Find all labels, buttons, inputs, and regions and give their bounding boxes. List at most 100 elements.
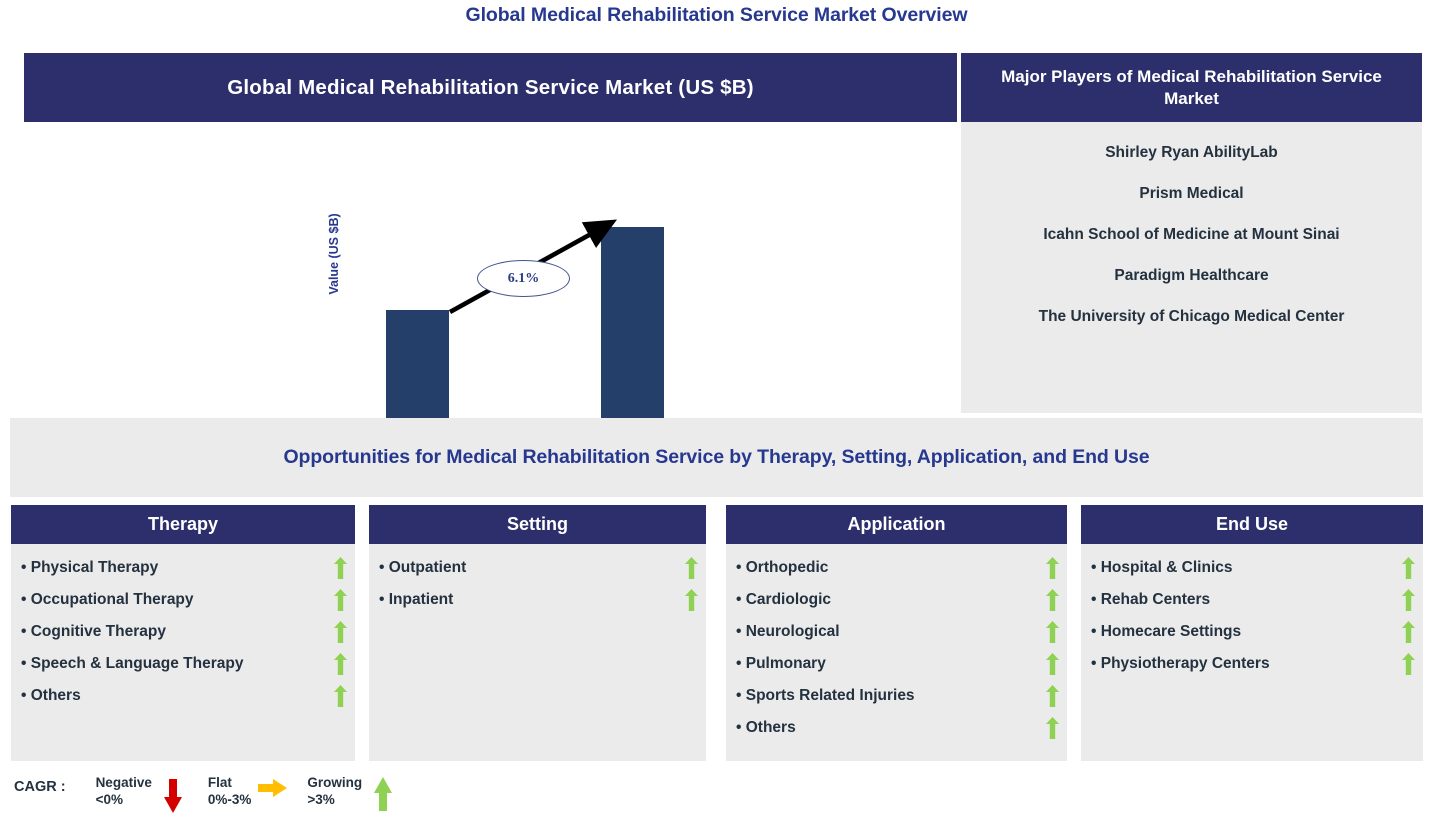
chart-y-axis-label: Value (US $B) — [327, 213, 341, 295]
arrow-up-green-icon — [1402, 589, 1415, 611]
list-item-label: Cognitive Therapy — [21, 623, 166, 641]
arrow-right-yellow-icon — [258, 779, 288, 797]
list-item-label: Cardiologic — [736, 591, 831, 609]
legend-name: Flat — [207, 775, 232, 790]
list-item-label: Occupational Therapy — [21, 591, 194, 609]
arrow-up-green-icon — [1046, 717, 1059, 739]
list-item-label: Outpatient — [379, 559, 467, 577]
category-title: Therapy — [147, 514, 219, 534]
list-item: Physical Therapy — [21, 552, 347, 584]
category-header-end-use: End Use — [1081, 505, 1423, 544]
list-item: Homecare Settings — [1091, 616, 1415, 648]
bar-2025 — [386, 310, 449, 435]
opportunities-banner-title: Opportunities for Medical Rehabilitation… — [283, 446, 1150, 468]
category-list-setting: Outpatient Inpatient — [369, 544, 706, 616]
cagr-legend-label: CAGR : — [14, 779, 66, 795]
major-players-list: Shirley Ryan AbilityLab Prism Medical Ic… — [961, 122, 1422, 413]
list-item-label: Others — [21, 687, 81, 705]
major-players-header: Major Players of Medical Rehabilitation … — [961, 53, 1422, 122]
legend-item-flat: Flat 0%-3% — [208, 775, 294, 815]
arrow-up-green-icon — [334, 621, 347, 643]
list-item: Occupational Therapy — [21, 584, 347, 616]
list-item: Inpatient — [379, 584, 698, 616]
legend-range: 0%-3% — [207, 791, 252, 807]
arrow-up-green-icon — [334, 557, 347, 579]
list-item-label: Others — [736, 719, 796, 737]
list-item-label: Inpatient — [379, 591, 454, 609]
list-item: Outpatient — [379, 552, 698, 584]
arrow-up-green-icon — [685, 557, 698, 579]
major-players-panel: Major Players of Medical Rehabilitation … — [961, 53, 1422, 413]
list-item-label: Pulmonary — [736, 655, 826, 673]
category-list-end-use: Hospital & Clinics Rehab Centers Homecar… — [1081, 544, 1423, 680]
list-item-label: Physiotherapy Centers — [1091, 655, 1270, 673]
arrow-up-green-icon — [1046, 557, 1059, 579]
market-chart-panel: Global Medical Rehabilitation Service Ma… — [24, 53, 957, 460]
arrow-up-green-icon — [1402, 621, 1415, 643]
list-item: Prism Medical — [1139, 184, 1244, 202]
arrow-up-green-icon — [334, 685, 347, 707]
arrow-up-green-icon — [1046, 621, 1059, 643]
list-item: Paradigm Healthcare — [1114, 266, 1269, 284]
category-card-therapy: Therapy Physical Therapy Occupational Th… — [11, 505, 355, 761]
list-item-label: Physical Therapy — [21, 559, 159, 577]
legend-item-negative: Negative <0% — [96, 775, 194, 815]
arrow-up-green-icon — [685, 589, 698, 611]
category-header-application: Application — [726, 505, 1067, 544]
list-item: Icahn School of Medicine at Mount Sinai — [1043, 225, 1340, 243]
list-item: Physiotherapy Centers — [1091, 648, 1415, 680]
list-item: Speech & Language Therapy — [21, 648, 347, 680]
legend-range: <0% — [95, 791, 123, 807]
list-item: Rehab Centers — [1091, 584, 1415, 616]
list-item: Orthopedic — [736, 552, 1059, 584]
category-card-setting: Setting Outpatient Inpatient — [369, 505, 706, 761]
arrow-up-green-icon — [334, 589, 347, 611]
category-title: Application — [847, 514, 946, 534]
list-item-label: Neurological — [736, 623, 840, 641]
list-item: Cognitive Therapy — [21, 616, 347, 648]
list-item-label: Sports Related Injuries — [736, 687, 915, 705]
list-item: Pulmonary — [736, 648, 1059, 680]
arrow-up-green-icon — [1046, 589, 1059, 611]
legend-item-growing: Growing >3% — [307, 775, 404, 815]
arrow-up-green-icon — [1402, 557, 1415, 579]
list-item: Hospital & Clinics — [1091, 552, 1415, 584]
opportunities-banner: Opportunities for Medical Rehabilitation… — [10, 418, 1423, 497]
list-item-label: Homecare Settings — [1091, 623, 1241, 641]
bar-2031 — [601, 227, 664, 435]
list-item: The University of Chicago Medical Center — [1038, 307, 1345, 325]
arrow-up-green-icon — [1046, 653, 1059, 675]
category-header-setting: Setting — [369, 505, 706, 544]
category-header-therapy: Therapy — [11, 505, 355, 544]
arrow-up-green-icon — [1402, 653, 1415, 675]
list-item: Others — [21, 680, 347, 712]
chart-panel-title: Global Medical Rehabilitation Service Ma… — [227, 75, 754, 99]
legend-range: >3% — [307, 791, 335, 807]
arrow-up-green-icon — [374, 777, 393, 811]
arrow-up-green-icon — [334, 653, 347, 675]
category-list-application: Orthopedic Cardiologic Neurological Pulm… — [726, 544, 1067, 744]
major-players-title: Major Players of Medical Rehabilitation … — [1001, 66, 1382, 108]
legend-name: Negative — [95, 775, 152, 790]
list-item: Others — [736, 712, 1059, 744]
cagr-legend: CAGR : Negative <0% Flat 0%-3% Growing >… — [14, 775, 418, 823]
page-title: Global Medical Rehabilitation Service Ma… — [465, 4, 968, 26]
list-item-label: Speech & Language Therapy — [21, 655, 244, 673]
list-item: Sports Related Injuries — [736, 680, 1059, 712]
legend-name: Growing — [307, 775, 363, 790]
arrow-up-green-icon — [1046, 685, 1059, 707]
list-item-label: Hospital & Clinics — [1091, 559, 1233, 577]
list-item-label: Rehab Centers — [1091, 591, 1210, 609]
category-title: Setting — [507, 514, 568, 534]
chart-panel-header: Global Medical Rehabilitation Service Ma… — [24, 53, 957, 122]
chart-plot-area: Value (US $B) 2025 2031 6.1% Source : Lu… — [24, 122, 957, 460]
category-title: End Use — [1215, 514, 1289, 534]
cagr-value-text: 6.1% — [507, 270, 540, 286]
list-item: Shirley Ryan AbilityLab — [1105, 144, 1278, 161]
arrow-down-red-icon — [163, 779, 182, 813]
list-item: Neurological — [736, 616, 1059, 648]
list-item-label: Orthopedic — [736, 559, 829, 577]
category-card-end-use: End Use Hospital & Clinics Rehab Centers… — [1081, 505, 1423, 761]
list-item: Cardiologic — [736, 584, 1059, 616]
